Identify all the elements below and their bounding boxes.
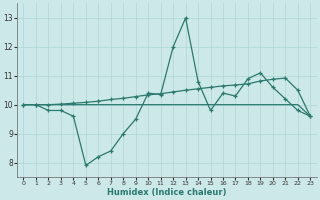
X-axis label: Humidex (Indice chaleur): Humidex (Indice chaleur)	[107, 188, 227, 197]
